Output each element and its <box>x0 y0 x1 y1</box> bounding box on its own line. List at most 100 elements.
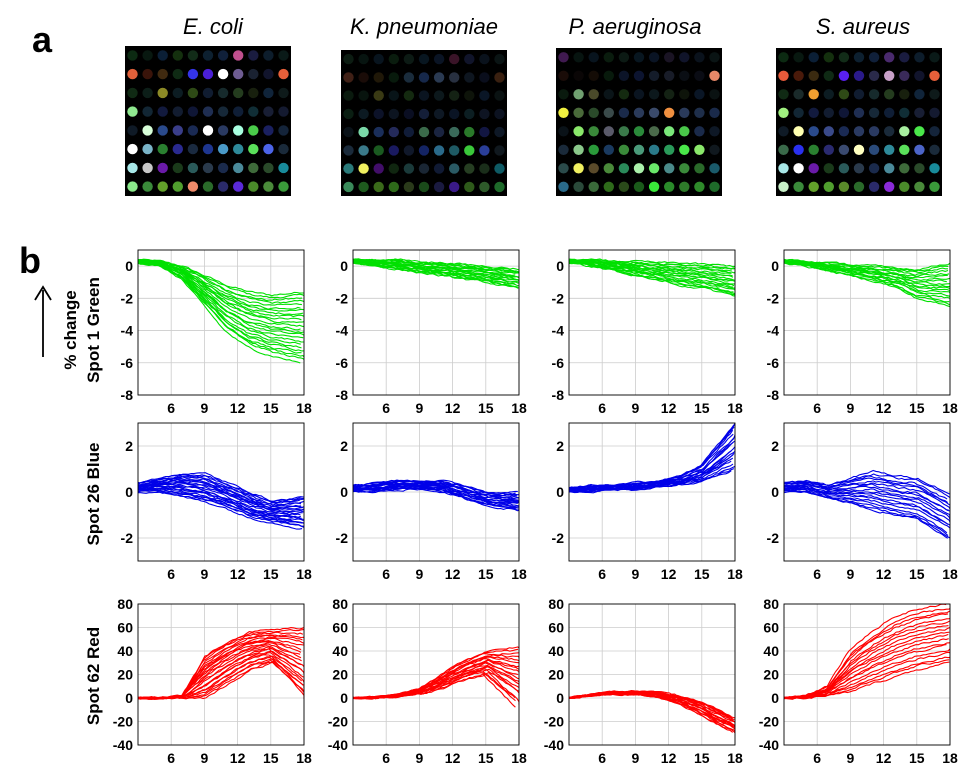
sensor-spot <box>709 70 720 82</box>
sensor-spot <box>263 87 274 99</box>
sensor-spot <box>388 145 399 156</box>
sensor-spot <box>343 181 354 193</box>
x-tick-label: 12 <box>661 400 677 416</box>
sensor-spot <box>929 70 940 82</box>
sensor-spot <box>479 90 490 101</box>
series-line <box>784 261 950 306</box>
y-tick-label: -6 <box>121 355 134 371</box>
y-tick-label: -2 <box>121 290 134 306</box>
sensor-spot <box>248 106 259 117</box>
y-tick-label: 0 <box>340 484 348 500</box>
plot-spot-26-blue-s-aureus: 6 9 12 15 18 2 0 -2 <box>767 422 958 582</box>
plot-spot-1-green-k-pneumoniae: 6 9 12 15 18 0 -2 -4 -6 -8 <box>336 249 527 416</box>
sensor-spot <box>868 52 880 63</box>
sensor-array-background <box>341 50 507 196</box>
sensor-spot <box>157 50 168 61</box>
sensor-spot <box>823 163 834 174</box>
sensor-spot <box>433 90 445 101</box>
plot-spot-62-red-s-aureus: 6 9 12 15 18 80 60 40 20 0 -20 -40 <box>759 596 958 766</box>
sensor-spot <box>648 89 660 100</box>
sensor-spot <box>694 107 705 119</box>
sensor-spot <box>808 144 819 155</box>
sensor-spot <box>618 163 630 174</box>
sensor-spot <box>157 68 168 80</box>
x-tick-label: 9 <box>416 400 424 416</box>
sensor-spot <box>388 72 399 83</box>
sensor-spot <box>778 163 789 174</box>
sensor-spot <box>433 163 445 174</box>
sensor-spot <box>709 181 720 192</box>
sensor-spot <box>263 106 274 117</box>
sensor-spot <box>884 52 895 63</box>
y-tick-label: -4 <box>767 323 780 339</box>
sensor-spot <box>172 143 183 155</box>
sensor-spot <box>603 107 614 119</box>
sensor-spot <box>709 52 720 63</box>
sensor-spot <box>558 107 569 119</box>
sensor-spot <box>868 70 880 82</box>
sensor-spot <box>157 143 168 155</box>
series-line <box>569 259 735 274</box>
series-line <box>353 652 519 700</box>
series-line <box>138 475 301 505</box>
x-tick-label: 12 <box>230 750 246 766</box>
sensor-spot <box>823 126 834 137</box>
x-tick-label: 6 <box>382 566 390 582</box>
x-tick-label: 15 <box>909 566 925 582</box>
x-tick-label: 18 <box>727 400 743 416</box>
sensor-spot <box>558 144 569 155</box>
sensor-spot <box>808 89 819 100</box>
sensor-spot <box>823 181 834 192</box>
sensor-spot <box>664 89 675 100</box>
trace-group <box>138 258 304 364</box>
y-tick-label: 80 <box>117 596 133 612</box>
y-tick-label: 20 <box>332 667 348 683</box>
sensor-spot <box>248 181 259 192</box>
sensor-spot <box>709 144 720 155</box>
sensor-spot <box>449 126 460 138</box>
sensor-spot <box>899 163 910 174</box>
sensor-spot <box>373 181 384 193</box>
sensor-spot <box>633 89 645 100</box>
sensor-spot <box>793 126 804 137</box>
y-tick-label: 0 <box>125 484 133 500</box>
y-tick-label: 0 <box>556 484 564 500</box>
sensor-spot <box>884 144 895 155</box>
trace-group <box>569 258 735 297</box>
sensor-spot <box>343 53 354 65</box>
sensor-spot <box>648 144 660 155</box>
x-tick-label: 12 <box>661 750 677 766</box>
x-tick-label: 12 <box>876 566 892 582</box>
sensor-spot <box>899 70 910 82</box>
y-tick-label: 0 <box>556 258 564 274</box>
x-tick-label: 6 <box>598 566 606 582</box>
sensor-spot <box>914 70 925 82</box>
sensor-spot <box>358 90 369 101</box>
sensor-spot <box>449 53 460 65</box>
series-line <box>138 260 304 324</box>
sensor-spot <box>464 181 475 193</box>
y-tick-label: -20 <box>328 714 348 730</box>
sensor-spot <box>808 181 819 192</box>
sensor-spot <box>838 126 850 137</box>
sensor-spot <box>633 163 645 174</box>
y-tick-label: 20 <box>117 667 133 683</box>
sensor-spot <box>202 68 214 80</box>
sensor-spot <box>403 181 415 193</box>
sensor-array-k-pneumoniae <box>341 50 507 196</box>
sensor-spot <box>664 52 675 63</box>
sensor-array-background <box>776 48 942 196</box>
sensor-spot <box>929 181 940 192</box>
sensor-spot <box>618 70 630 82</box>
sensor-spot <box>418 181 430 193</box>
sensor-spot <box>664 107 675 119</box>
x-tick-label: 12 <box>445 750 461 766</box>
series-line <box>353 482 519 501</box>
sensor-spot <box>603 144 614 155</box>
sensor-spot <box>263 143 274 155</box>
sensor-spot <box>709 126 720 137</box>
series-line <box>569 434 735 490</box>
sensor-spot <box>449 181 460 193</box>
sensor-spot <box>449 163 460 174</box>
y-tick-label: 40 <box>763 643 779 659</box>
